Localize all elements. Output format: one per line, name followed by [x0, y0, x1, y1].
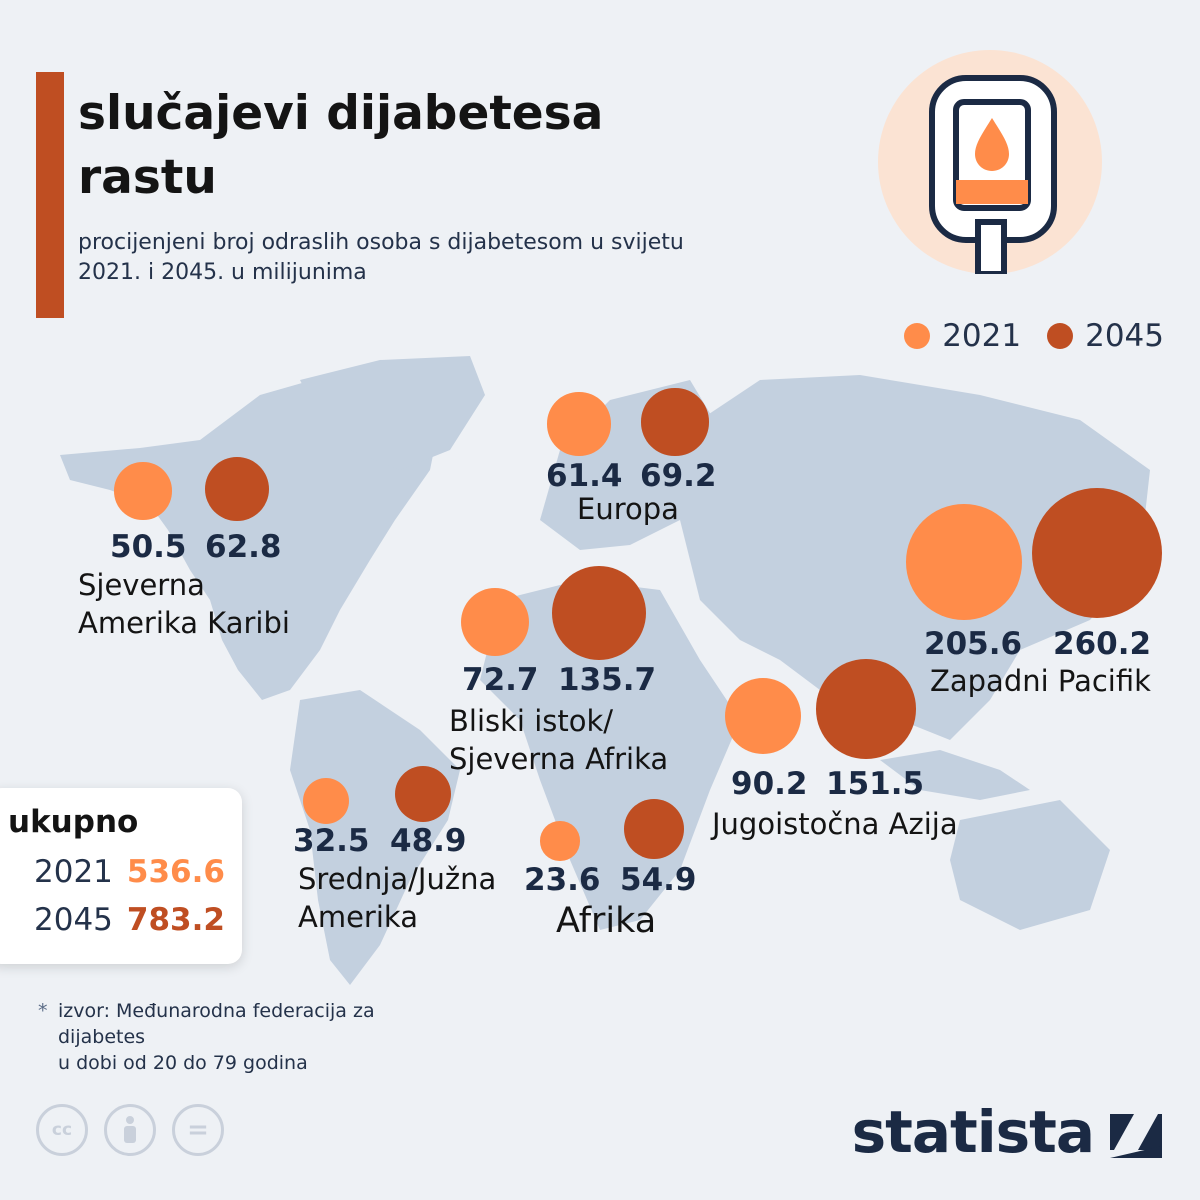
south-america-shape: [290, 690, 460, 985]
bubble-mena-2021: [460, 587, 530, 657]
brand-name: statista: [851, 1098, 1095, 1166]
chart-legend: 2021 2045: [904, 318, 1164, 354]
region-label-nam: Sjeverna Amerika Karibi: [78, 566, 290, 642]
bubble-sea-2045: [816, 659, 916, 759]
bubble-afr-2045: [624, 799, 684, 859]
region-label-line: Bliski istok/: [449, 704, 614, 738]
region-label-mena: Bliski istok/Sjeverna Afrika: [449, 702, 668, 778]
legend-item-2045: 2045: [1047, 318, 1164, 354]
region-label-line: Sjeverna: [78, 568, 205, 602]
source-note: * izvor: Međunarodna federacija za dijab…: [38, 998, 438, 1076]
bubble-afr-2021: [540, 821, 580, 861]
no-derivatives-icon[interactable]: =: [172, 1104, 224, 1156]
total-row-2021: 2021 536.6: [34, 854, 225, 890]
total-row-2045: 2045 783.2: [34, 902, 225, 938]
bubble-nam-2021: [114, 462, 172, 520]
value-label-sea-2021: 90.2: [731, 766, 808, 802]
value-label-sam-2045: 48.9: [390, 823, 467, 859]
legend-label-2045: 2045: [1085, 318, 1164, 354]
page-subtitle: procijenjeni broj odraslih osoba s dijab…: [78, 230, 684, 285]
total-value-2045: 783.2: [126, 902, 225, 938]
australia-shape: [950, 800, 1110, 930]
source-line-1: izvor: Međunarodna federacija za: [58, 1000, 375, 1022]
bubble-eur-2021: [547, 392, 611, 456]
region-label-line: Zapadni Pacifik: [930, 664, 1151, 698]
glucometer-icon: [878, 50, 1102, 277]
bubble-eur-2045: [641, 388, 709, 456]
legend-dot-2045: [1047, 323, 1074, 349]
attribution-icon[interactable]: [104, 1104, 156, 1156]
asterisk-icon: *: [38, 1000, 48, 1022]
total-value-2021: 536.6: [126, 854, 225, 890]
cc-icon[interactable]: cc: [36, 1104, 88, 1156]
region-label-line: Amerika Karibi: [78, 606, 290, 640]
region-label-line: Afrika: [556, 901, 657, 941]
region-label-line: Srednja/Južna: [298, 862, 497, 896]
statista-logo[interactable]: statista: [852, 1098, 1164, 1166]
region-label-eur: Europa: [577, 490, 679, 528]
legend-item-2021: 2021: [904, 318, 1021, 354]
region-label-line: Europa: [577, 492, 679, 526]
region-label-line: Sjeverna Afrika: [449, 742, 669, 776]
bubble-sea-2021: [724, 677, 802, 755]
region-label-wp: Zapadni Pacifik: [930, 662, 1151, 700]
source-line-3: u dobi od 20 do 79 godina: [58, 1052, 308, 1074]
source-line-2: dijabetes: [58, 1026, 146, 1048]
bubble-wp-2021: [906, 504, 1022, 620]
value-label-afr-2021: 23.6: [524, 862, 601, 898]
value-label-sea-2045: 151.5: [826, 766, 925, 802]
bubble-sam-2045: [394, 765, 452, 823]
page-title: slučajevi dijabetesa rastu: [78, 86, 604, 205]
total-year-2021: 2021: [34, 854, 113, 890]
value-label-eur-2045: 69.2: [640, 458, 717, 494]
legend-dot-2021: [904, 323, 931, 349]
region-label-sea: Jugoistočna Azija: [712, 805, 958, 843]
value-label-sam-2021: 32.5: [293, 823, 370, 859]
value-label-nam-2021: 50.5: [110, 529, 187, 565]
value-label-nam-2045: 62.8: [205, 529, 282, 565]
bubble-wp-2045: [1032, 488, 1162, 618]
total-year-2045: 2045: [34, 902, 113, 938]
total-title: ukupno: [8, 804, 139, 840]
statista-logo-icon: [1110, 1114, 1162, 1158]
license-icons: cc =: [36, 1104, 224, 1156]
greenland-shape: [300, 356, 485, 470]
total-card: ukupno: [0, 788, 242, 964]
value-label-wp-2021: 205.6: [924, 626, 1023, 662]
north-america-shape: [60, 375, 440, 700]
value-label-mena-2021: 72.7: [462, 662, 539, 698]
bubble-mena-2045: [552, 566, 646, 660]
bubble-sam-2021: [303, 778, 349, 824]
value-label-afr-2045: 54.9: [620, 862, 697, 898]
title-accent-bar: [36, 72, 64, 318]
indonesia-shape: [880, 750, 1030, 800]
region-label-afr: Afrika: [556, 902, 656, 940]
bubble-nam-2045: [205, 457, 269, 521]
region-label-line: Jugoistočna Azija: [712, 807, 958, 841]
legend-label-2021: 2021: [942, 318, 1022, 354]
value-label-wp-2045: 260.2: [1053, 626, 1152, 662]
region-label-sam: Srednja/Južna Amerika: [298, 860, 496, 936]
value-label-mena-2045: 135.7: [558, 662, 657, 698]
region-label-line: Amerika: [298, 900, 418, 934]
value-label-eur-2021: 61.4: [546, 458, 623, 494]
